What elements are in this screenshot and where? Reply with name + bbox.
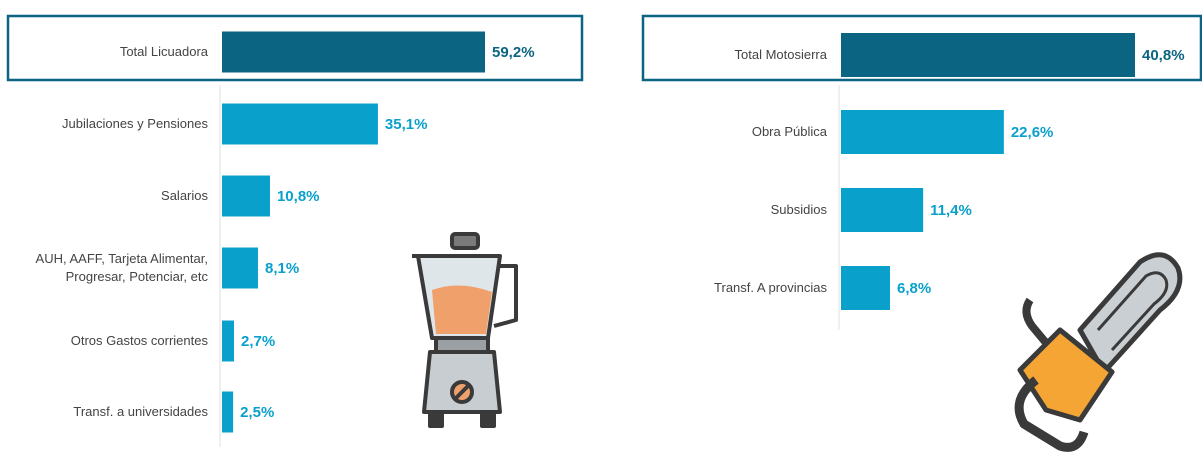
chainsaw-icon [1014,252,1183,452]
bar [222,247,258,289]
value-label: 35,1% [385,116,428,133]
category-label: Total Motosierra [734,47,827,62]
value-label: 6,8% [897,280,931,297]
category-label: Transf. A provincias [714,280,827,295]
value-label: 59,2% [492,44,535,61]
category-label: AUH, AAFF, Tarjeta Alimentar, Progresar,… [35,251,208,284]
value-label: 2,7% [241,333,275,350]
bar [222,391,234,433]
value-label: 8,1% [265,260,299,277]
category-label: Subsidios [770,202,827,217]
category-label: Otros Gastos corrientes [70,333,208,348]
category-label: Transf. a universidades [73,404,208,419]
bar [222,175,270,217]
category-label: Total Licuadora [119,44,208,59]
bar [841,110,1004,154]
blender-icon [412,232,518,428]
bar [841,33,1135,77]
bar [222,320,234,362]
bar [222,31,485,73]
value-label: 10,8% [277,188,320,205]
value-label: 22,6% [1011,124,1054,141]
highlight-box [6,14,584,82]
highlight-box [641,14,1202,82]
value-label: 11,4% [930,202,972,219]
bar [841,188,924,232]
value-label: 2,5% [240,404,274,421]
category-label: Salarios [161,188,208,203]
bar [841,266,890,310]
category-label: Jubilaciones y Pensiones [62,116,208,131]
bar [222,103,378,145]
value-label: 40,8% [1142,47,1185,64]
category-label: Obra Pública [751,124,827,139]
